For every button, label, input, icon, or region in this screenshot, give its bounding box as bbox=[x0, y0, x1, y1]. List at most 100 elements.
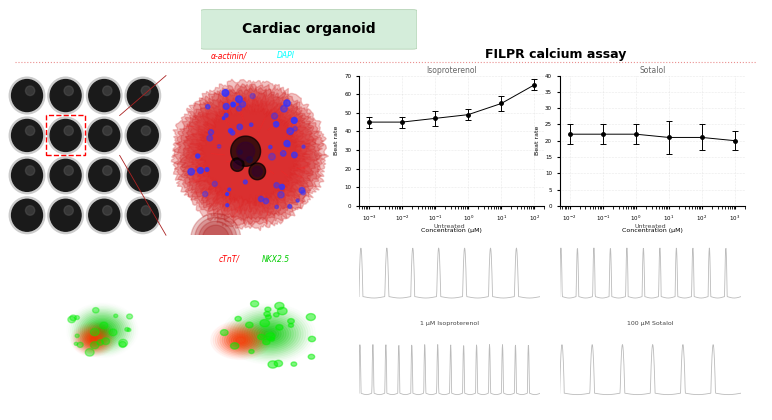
Polygon shape bbox=[259, 328, 279, 340]
Circle shape bbox=[50, 79, 81, 111]
Polygon shape bbox=[127, 314, 133, 319]
Polygon shape bbox=[102, 338, 110, 344]
Polygon shape bbox=[264, 312, 270, 316]
Polygon shape bbox=[291, 118, 297, 123]
Polygon shape bbox=[247, 320, 291, 348]
Polygon shape bbox=[272, 113, 278, 119]
Polygon shape bbox=[231, 136, 261, 166]
Circle shape bbox=[103, 86, 112, 95]
Text: NKX2.5: NKX2.5 bbox=[262, 255, 290, 264]
Polygon shape bbox=[265, 307, 271, 312]
Polygon shape bbox=[274, 183, 279, 188]
Polygon shape bbox=[235, 316, 242, 321]
Circle shape bbox=[25, 86, 35, 95]
Circle shape bbox=[103, 206, 112, 215]
Polygon shape bbox=[221, 330, 229, 336]
Polygon shape bbox=[230, 131, 235, 135]
Polygon shape bbox=[222, 117, 225, 120]
Polygon shape bbox=[202, 225, 229, 252]
Polygon shape bbox=[75, 315, 80, 320]
Polygon shape bbox=[231, 334, 250, 346]
Polygon shape bbox=[90, 328, 99, 336]
Polygon shape bbox=[125, 328, 129, 331]
Polygon shape bbox=[119, 341, 126, 347]
Polygon shape bbox=[207, 135, 212, 141]
Circle shape bbox=[48, 77, 83, 114]
Text: 100 µM Sotalol: 100 µM Sotalol bbox=[627, 321, 674, 326]
Polygon shape bbox=[279, 184, 284, 189]
Polygon shape bbox=[70, 315, 76, 320]
Title: Sotalol: Sotalol bbox=[639, 66, 665, 75]
Polygon shape bbox=[225, 204, 229, 207]
Polygon shape bbox=[284, 100, 290, 106]
Circle shape bbox=[86, 157, 122, 194]
Polygon shape bbox=[78, 328, 109, 351]
Polygon shape bbox=[205, 105, 210, 109]
Circle shape bbox=[127, 199, 158, 231]
Polygon shape bbox=[235, 337, 245, 344]
Polygon shape bbox=[90, 341, 99, 349]
Circle shape bbox=[64, 126, 73, 135]
Polygon shape bbox=[236, 106, 242, 111]
Circle shape bbox=[12, 79, 42, 111]
Polygon shape bbox=[220, 327, 262, 354]
Polygon shape bbox=[246, 157, 252, 163]
Polygon shape bbox=[274, 360, 283, 367]
Polygon shape bbox=[252, 323, 286, 345]
Text: 1 µM Isoproterenol: 1 µM Isoproterenol bbox=[420, 321, 479, 326]
Polygon shape bbox=[75, 334, 80, 338]
Polygon shape bbox=[186, 93, 313, 215]
Polygon shape bbox=[83, 332, 103, 347]
Circle shape bbox=[103, 166, 112, 175]
Polygon shape bbox=[205, 168, 209, 171]
Polygon shape bbox=[223, 103, 229, 109]
Polygon shape bbox=[256, 326, 281, 342]
Polygon shape bbox=[266, 315, 271, 319]
Circle shape bbox=[64, 206, 73, 215]
Polygon shape bbox=[259, 196, 263, 202]
Y-axis label: Beat rate: Beat rate bbox=[534, 126, 540, 155]
Polygon shape bbox=[260, 320, 269, 327]
Polygon shape bbox=[172, 84, 327, 226]
Polygon shape bbox=[96, 325, 109, 335]
Polygon shape bbox=[231, 102, 235, 107]
Circle shape bbox=[48, 117, 83, 154]
Polygon shape bbox=[218, 144, 221, 148]
Polygon shape bbox=[289, 323, 293, 327]
Circle shape bbox=[9, 117, 45, 154]
Polygon shape bbox=[225, 330, 257, 351]
Text: cTnT/: cTnT/ bbox=[218, 255, 239, 264]
Polygon shape bbox=[254, 324, 283, 344]
Polygon shape bbox=[237, 142, 255, 160]
Polygon shape bbox=[94, 324, 110, 337]
Polygon shape bbox=[85, 349, 94, 356]
Circle shape bbox=[64, 86, 73, 95]
Polygon shape bbox=[68, 316, 76, 323]
Polygon shape bbox=[202, 192, 208, 197]
Polygon shape bbox=[198, 168, 203, 173]
Circle shape bbox=[86, 197, 122, 234]
Polygon shape bbox=[229, 333, 252, 348]
Text: Cardiac organoid: Cardiac organoid bbox=[242, 22, 376, 37]
Circle shape bbox=[48, 197, 83, 234]
Circle shape bbox=[12, 199, 42, 231]
Polygon shape bbox=[93, 307, 99, 313]
Circle shape bbox=[89, 159, 120, 191]
Circle shape bbox=[141, 166, 151, 175]
Polygon shape bbox=[80, 329, 107, 349]
Polygon shape bbox=[269, 337, 275, 341]
Polygon shape bbox=[212, 181, 217, 186]
Polygon shape bbox=[249, 349, 254, 354]
Polygon shape bbox=[231, 343, 239, 349]
Polygon shape bbox=[184, 91, 319, 220]
Polygon shape bbox=[249, 123, 253, 126]
Polygon shape bbox=[119, 339, 127, 347]
Circle shape bbox=[86, 77, 122, 114]
Polygon shape bbox=[75, 309, 130, 352]
Polygon shape bbox=[188, 168, 195, 175]
Polygon shape bbox=[275, 302, 284, 310]
Polygon shape bbox=[189, 97, 310, 214]
Text: FILPR calcium assay: FILPR calcium assay bbox=[485, 48, 627, 61]
Polygon shape bbox=[262, 339, 270, 345]
Circle shape bbox=[125, 157, 161, 194]
